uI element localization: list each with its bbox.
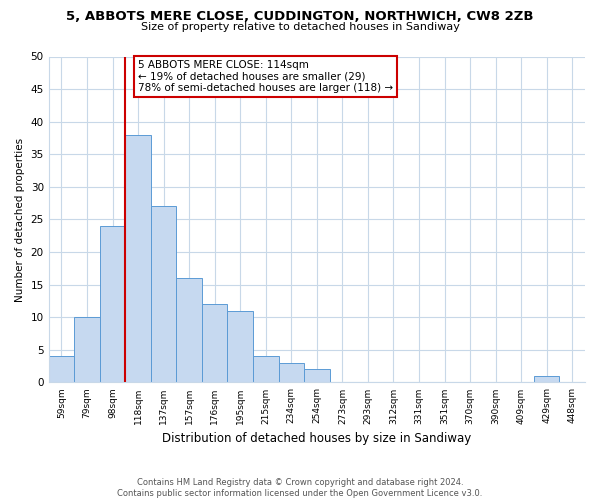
Bar bbox=[304, 370, 329, 382]
Bar bbox=[151, 206, 176, 382]
Text: 5 ABBOTS MERE CLOSE: 114sqm
← 19% of detached houses are smaller (29)
78% of sem: 5 ABBOTS MERE CLOSE: 114sqm ← 19% of det… bbox=[138, 60, 393, 93]
Bar bbox=[253, 356, 278, 382]
Y-axis label: Number of detached properties: Number of detached properties bbox=[15, 138, 25, 302]
Bar bbox=[176, 278, 202, 382]
Bar bbox=[49, 356, 74, 382]
Text: 5, ABBOTS MERE CLOSE, CUDDINGTON, NORTHWICH, CW8 2ZB: 5, ABBOTS MERE CLOSE, CUDDINGTON, NORTHW… bbox=[66, 10, 534, 23]
Text: Size of property relative to detached houses in Sandiway: Size of property relative to detached ho… bbox=[140, 22, 460, 32]
Bar bbox=[100, 226, 125, 382]
Bar bbox=[227, 310, 253, 382]
Bar bbox=[278, 363, 304, 382]
Bar bbox=[534, 376, 559, 382]
Bar bbox=[74, 317, 100, 382]
Bar bbox=[125, 134, 151, 382]
Bar bbox=[202, 304, 227, 382]
Text: Contains HM Land Registry data © Crown copyright and database right 2024.
Contai: Contains HM Land Registry data © Crown c… bbox=[118, 478, 482, 498]
X-axis label: Distribution of detached houses by size in Sandiway: Distribution of detached houses by size … bbox=[162, 432, 472, 445]
